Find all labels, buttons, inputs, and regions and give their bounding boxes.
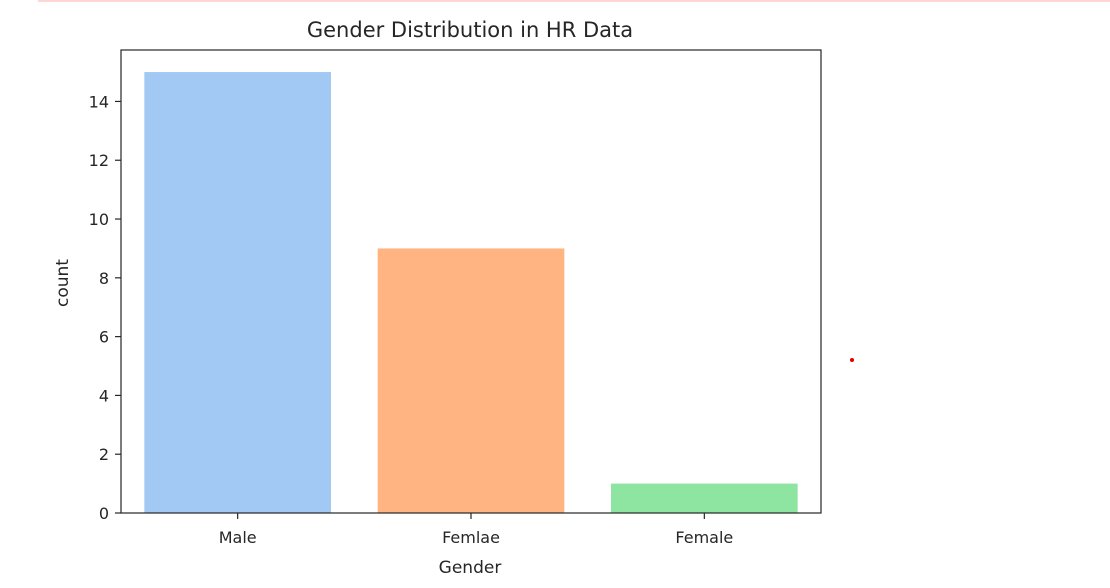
y-axis-label: count — [53, 259, 73, 307]
bar-female — [611, 483, 798, 513]
y-tick-label: 4 — [99, 386, 109, 405]
x-axis-label: Gender — [439, 558, 502, 578]
y-tick-label: 12 — [89, 151, 109, 170]
red-marker-dot — [850, 358, 854, 362]
y-tick-label: 8 — [99, 269, 109, 288]
plot-frame — [120, 49, 822, 514]
bar-femlae — [377, 248, 565, 513]
y-tick-label: 6 — [99, 328, 109, 347]
x-tick-label: Female — [675, 528, 733, 547]
x-axis-ticks: Male Femlae Female — [219, 513, 733, 547]
bar-male — [144, 72, 331, 514]
x-tick-label: Male — [219, 528, 257, 547]
y-tick-label: 14 — [89, 92, 109, 111]
x-tick-label: Femlae — [442, 528, 500, 547]
top-divider-strip — [38, 0, 1110, 2]
bars-layer — [144, 72, 798, 514]
chart-title: Gender Distribution in HR Data — [307, 18, 633, 42]
y-axis-ticks: 0 2 4 6 8 10 12 14 — [89, 92, 121, 523]
y-tick-label: 10 — [89, 210, 109, 229]
y-tick-label: 2 — [99, 445, 109, 464]
y-tick-label: 0 — [99, 504, 109, 523]
